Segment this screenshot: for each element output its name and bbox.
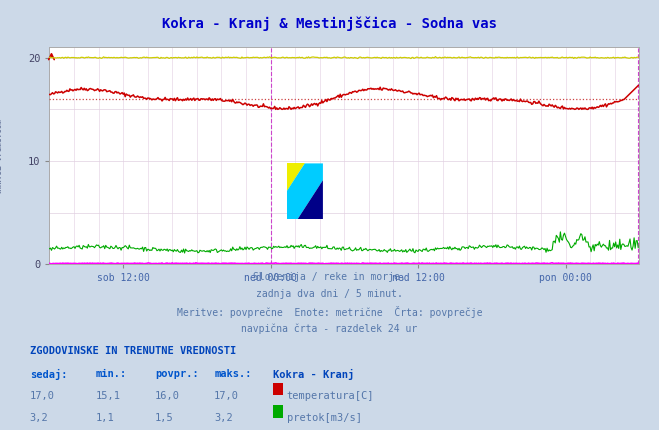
Text: www.si-vreme.com: www.si-vreme.com	[0, 119, 4, 193]
Text: Kokra - Kranj: Kokra - Kranj	[273, 369, 355, 380]
Text: min.:: min.:	[96, 369, 127, 378]
Text: 16,0: 16,0	[155, 391, 180, 401]
Text: sedaj:: sedaj:	[30, 369, 67, 380]
Text: temperatura[C]: temperatura[C]	[287, 391, 374, 401]
Text: 15,1: 15,1	[96, 391, 121, 401]
Polygon shape	[287, 163, 304, 191]
Text: 1,5: 1,5	[155, 413, 173, 423]
Polygon shape	[287, 163, 323, 219]
Text: 17,0: 17,0	[214, 391, 239, 401]
Text: maks.:: maks.:	[214, 369, 252, 378]
Text: 3,2: 3,2	[30, 413, 48, 423]
Text: ZGODOVINSKE IN TRENUTNE VREDNOSTI: ZGODOVINSKE IN TRENUTNE VREDNOSTI	[30, 346, 236, 356]
Text: Kokra - Kranj & Mestinjščica - Sodna vas: Kokra - Kranj & Mestinjščica - Sodna vas	[162, 16, 497, 31]
Text: Slovenija / reke in morje.: Slovenija / reke in morje.	[253, 272, 406, 282]
Text: 1,1: 1,1	[96, 413, 114, 423]
Text: 17,0: 17,0	[30, 391, 55, 401]
Text: 3,2: 3,2	[214, 413, 233, 423]
Text: povpr.:: povpr.:	[155, 369, 198, 378]
Polygon shape	[298, 180, 323, 219]
Text: navpična črta - razdelek 24 ur: navpična črta - razdelek 24 ur	[241, 323, 418, 334]
Text: Meritve: povprečne  Enote: metrične  Črta: povprečje: Meritve: povprečne Enote: metrične Črta:…	[177, 306, 482, 318]
Text: pretok[m3/s]: pretok[m3/s]	[287, 413, 362, 423]
Text: zadnja dva dni / 5 minut.: zadnja dva dni / 5 minut.	[256, 289, 403, 299]
